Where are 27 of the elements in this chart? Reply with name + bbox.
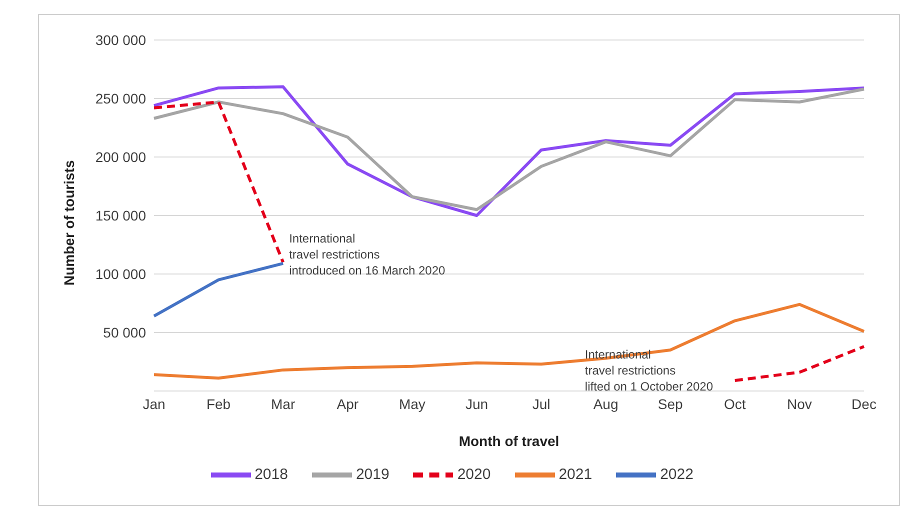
x-tick-label: May [398,396,426,412]
y-tick-label: 100 000 [95,266,146,282]
legend-label: 2018 [254,466,288,483]
x-tick-label: Mar [271,396,296,412]
x-tick-label: Sep [658,396,684,412]
x-tick-label: Jul [532,396,550,412]
x-tick-label: Apr [336,396,359,412]
legend-label: 2019 [356,466,390,483]
annotation: International travel restrictions introduced on 16 March 2020 [289,231,446,278]
x-tick-label: Nov [787,396,812,412]
x-tick-label: Feb [206,396,231,412]
legend-label: 2022 [660,466,694,483]
x-tick-label: Dec [852,396,876,412]
x-tick-label: Jan [142,396,166,412]
y-tick-label: 200 000 [95,148,146,165]
x-axis-title: Month of travel [458,433,560,449]
y-axis-title: Number of tourists [60,160,77,286]
x-tick-label: Jun [465,396,488,412]
y-tick-label: 50 000 [103,324,146,340]
y-tick-label: 250 000 [95,90,146,106]
y-tick-label: 150 000 [95,207,146,224]
line-series [152,302,866,380]
x-tick-label: Aug [593,396,618,412]
legend-label: 2021 [558,466,592,483]
y-tick-label: 300 000 [95,32,146,48]
legend-label: 2020 [457,466,491,483]
x-tick-label: Oct [724,396,746,412]
